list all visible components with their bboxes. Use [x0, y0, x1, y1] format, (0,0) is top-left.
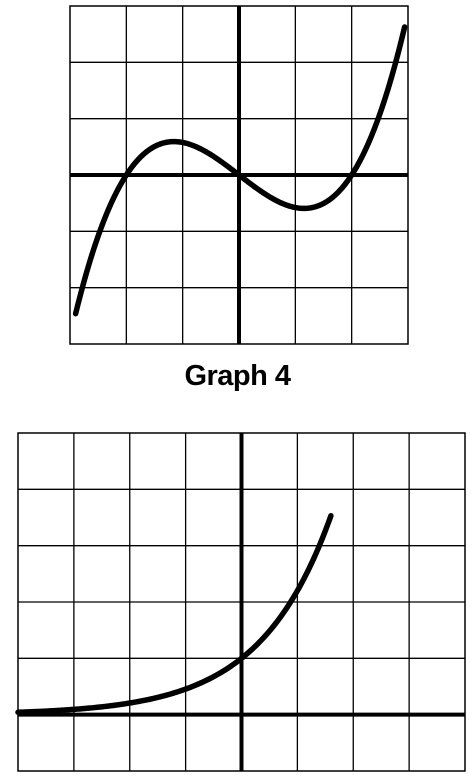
graph-4-chart: [15, 432, 466, 772]
series-curve: [72, 24, 408, 317]
graph-top: [69, 5, 409, 345]
graph-4-label: Graph 4: [184, 360, 291, 392]
series-curve: [15, 513, 334, 716]
